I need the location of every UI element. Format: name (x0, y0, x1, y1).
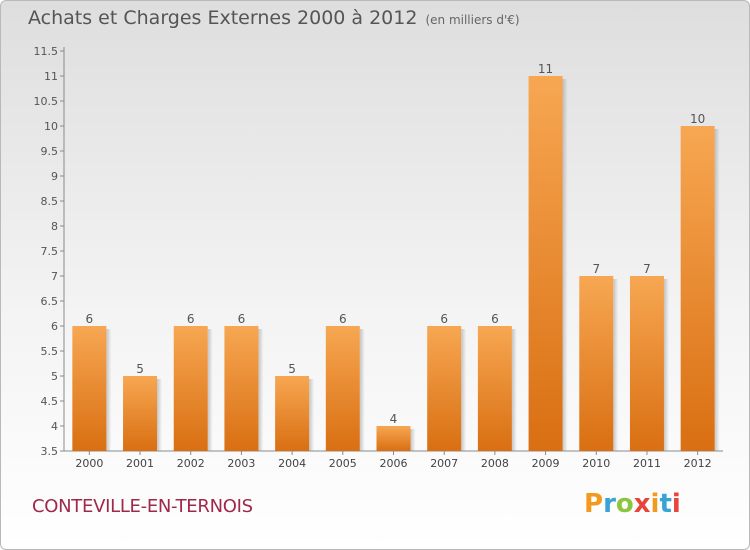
bar-shadow (461, 329, 467, 451)
chart-title: Achats et Charges Externes 2000 à 2012 (28, 7, 418, 29)
bar (477, 326, 512, 451)
bar (579, 276, 614, 451)
logo-letter: t (659, 489, 672, 519)
bar-value-label: 6 (238, 312, 246, 326)
y-tick-label: 8.5 (41, 195, 59, 208)
x-tick-label: 2009 (532, 457, 560, 470)
bar-value-label: 6 (440, 312, 448, 326)
bar (376, 426, 411, 451)
bar (680, 126, 715, 451)
x-tick-label: 2002 (177, 457, 205, 470)
bar-shadow (511, 329, 517, 451)
logo-letter: i (671, 489, 681, 519)
x-tick-label: 2011 (633, 457, 661, 470)
bar-value-label: 4 (390, 412, 398, 426)
y-tick-label: 3.5 (41, 445, 59, 458)
proxiti-logo: Proxiti (584, 489, 681, 519)
bar (224, 326, 259, 451)
logo-letter: x (633, 489, 651, 519)
y-tick-label: 11 (44, 70, 58, 83)
chart-title-block: Achats et Charges Externes 2000 à 2012 (e… (28, 7, 520, 29)
bar-value-label: 6 (187, 312, 195, 326)
logo-letter: r (603, 489, 616, 519)
bar-shadow (258, 329, 264, 451)
x-tick-label: 2004 (278, 457, 306, 470)
y-tick-label: 7.5 (41, 245, 59, 258)
chart-subtitle: (en milliers d'€) (425, 13, 520, 27)
bar-value-label: 10 (690, 112, 705, 126)
bar-shadow (613, 279, 619, 451)
bar (528, 76, 563, 451)
bar-value-label: 5 (288, 362, 296, 376)
y-tick-label: 10.5 (34, 95, 59, 108)
bar-value-label: 7 (592, 262, 600, 276)
bar-shadow (157, 379, 163, 451)
y-tick-label: 9.5 (41, 145, 59, 158)
y-tick-label: 4.5 (41, 395, 59, 408)
x-tick-label: 2008 (481, 457, 509, 470)
bar-value-label: 6 (491, 312, 499, 326)
bar (123, 376, 158, 451)
x-tick-label: 2007 (430, 457, 458, 470)
bar (275, 376, 310, 451)
bar-shadow (714, 129, 720, 451)
x-tick-label: 2010 (582, 457, 610, 470)
bar (427, 326, 462, 451)
bar-value-label: 6 (339, 312, 347, 326)
y-tick-label: 5.5 (41, 345, 59, 358)
bar-shadow (309, 379, 315, 451)
x-tick-label: 2005 (329, 457, 357, 470)
bar-value-label: 6 (86, 312, 94, 326)
bar (72, 326, 107, 451)
bar-shadow (207, 329, 213, 451)
x-tick-label: 2001 (126, 457, 154, 470)
bar-value-label: 5 (136, 362, 144, 376)
x-tick-label: 2003 (227, 457, 255, 470)
bar (325, 326, 360, 451)
logo-letter: i (650, 489, 660, 519)
x-tick-label: 2012 (684, 457, 712, 470)
logo-letter: o (615, 489, 634, 519)
bar-value-label: 11 (538, 62, 553, 76)
y-tick-label: 4 (51, 420, 58, 433)
bar-shadow (562, 79, 568, 451)
bar-shadow (663, 279, 669, 451)
bar (173, 326, 208, 451)
y-tick-label: 6 (51, 320, 58, 333)
bar-shadow (410, 429, 416, 451)
y-tick-label: 5 (51, 370, 58, 383)
y-tick-label: 8 (51, 220, 58, 233)
commune-name: CONTEVILLE-EN-TERNOIS (32, 496, 253, 517)
logo-letter: P (584, 489, 604, 519)
bar (629, 276, 664, 451)
y-tick-label: 10 (44, 120, 58, 133)
bar-shadow (359, 329, 365, 451)
y-tick-label: 11.5 (34, 45, 59, 58)
x-tick-label: 2006 (380, 457, 408, 470)
y-tick-label: 7 (51, 270, 58, 283)
y-tick-label: 6.5 (41, 295, 59, 308)
bar-shadow (106, 329, 112, 451)
bar-value-label: 7 (643, 262, 651, 276)
x-tick-label: 2000 (75, 457, 103, 470)
y-tick-label: 9 (51, 170, 58, 183)
